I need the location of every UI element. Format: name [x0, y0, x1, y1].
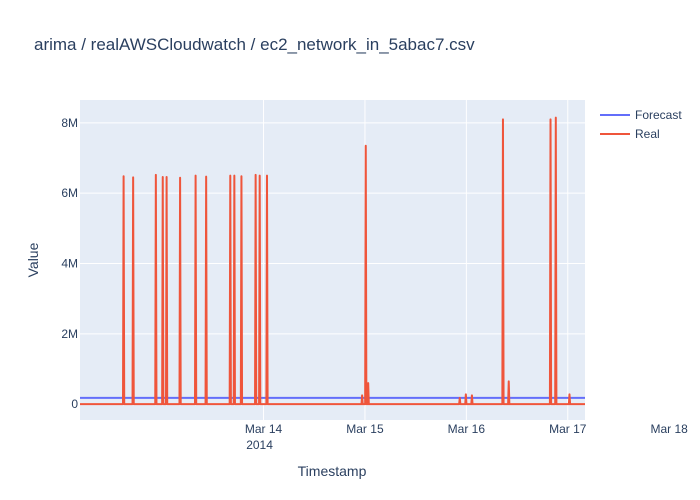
x-tick-sublabel: 2014: [246, 438, 273, 452]
series-line-real: [80, 116, 585, 406]
x-tick-label: Mar 14: [245, 422, 283, 436]
legend-label-real: Real: [635, 127, 660, 141]
x-tick-label: Mar 17: [549, 422, 587, 436]
y-tick-label: 8M: [61, 116, 78, 130]
chart-title: arima / realAWSCloudwatch / ec2_network_…: [34, 35, 475, 54]
series-layer: [80, 116, 585, 406]
x-axis-title: Timestamp: [298, 463, 367, 479]
y-tick-labels: 0 2M 4M 6M 8M: [61, 116, 78, 411]
legend-item-forecast[interactable]: Forecast: [600, 108, 682, 122]
y-tick-label: 0: [71, 397, 78, 411]
legend-item-real[interactable]: Real: [600, 127, 660, 141]
y-tick-label: 4M: [61, 257, 78, 271]
legend-label-forecast: Forecast: [635, 108, 682, 122]
y-axis-title: Value: [25, 242, 41, 277]
x-tick-label: Mar 15: [346, 422, 384, 436]
x-tick-label: Mar 16: [448, 422, 486, 436]
y-tick-label: 6M: [61, 186, 78, 200]
y-tick-label: 2M: [61, 327, 78, 341]
x-tick-label: Mar 18: [650, 422, 688, 436]
legend[interactable]: Forecast Real: [600, 108, 682, 141]
x-tick-labels: Mar 14 2014 Mar 15 Mar 16 Mar 17 Mar 18: [245, 422, 688, 452]
